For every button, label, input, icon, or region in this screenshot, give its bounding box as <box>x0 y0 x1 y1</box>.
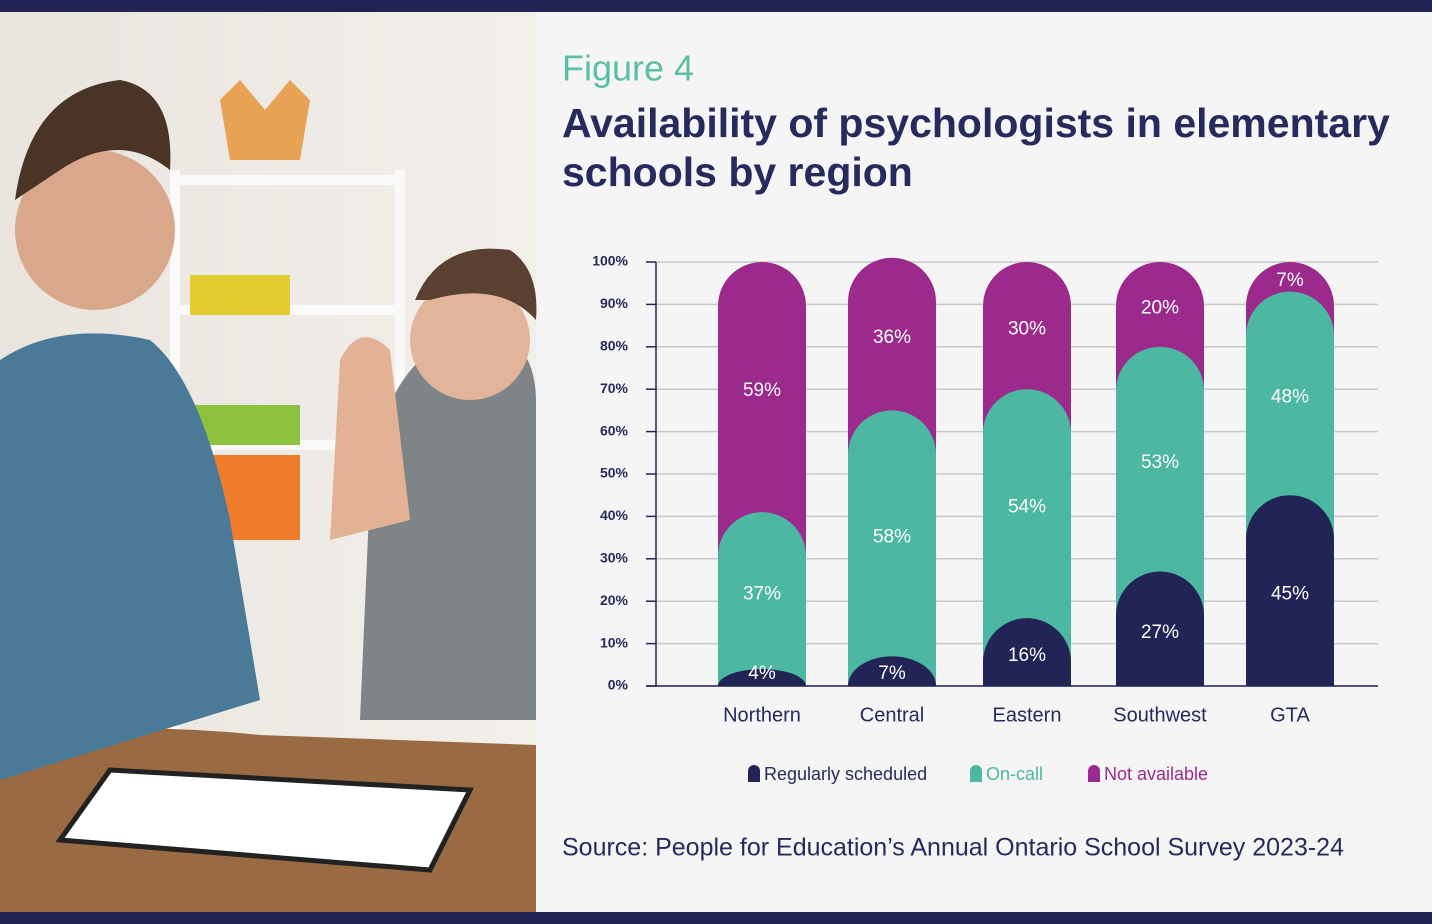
value-label: 16% <box>1008 645 1046 666</box>
value-label: 48% <box>1271 386 1309 407</box>
y-tick-label: 100% <box>592 253 628 269</box>
photo <box>0 12 537 912</box>
legend-swatch <box>1088 765 1100 782</box>
y-tick-label: 40% <box>600 507 629 523</box>
value-label: 53% <box>1141 452 1179 473</box>
legend-label: Not available <box>1104 764 1208 784</box>
bar-segment <box>983 389 1071 663</box>
bar-segment <box>1116 571 1204 686</box>
value-label: 30% <box>1008 319 1046 340</box>
value-label: 7% <box>1276 270 1304 291</box>
value-label: 27% <box>1141 622 1179 643</box>
y-tick-label: 10% <box>600 634 629 650</box>
bar-segment <box>718 512 806 686</box>
legend-label: Regularly scheduled <box>764 764 927 784</box>
y-tick-label: 70% <box>600 380 629 396</box>
x-tick-label: Central <box>860 704 924 726</box>
value-label: 54% <box>1008 497 1046 518</box>
value-label: 20% <box>1141 297 1179 318</box>
value-label: 7% <box>878 663 906 684</box>
bar-segment <box>983 262 1071 434</box>
top-band <box>0 0 1432 12</box>
bar-segment <box>1246 291 1334 540</box>
value-label: 58% <box>873 526 911 547</box>
y-tick-label: 30% <box>600 550 629 566</box>
bar-segment <box>983 618 1071 686</box>
value-label: 36% <box>873 327 911 348</box>
value-label: 37% <box>743 584 781 605</box>
bottom-band <box>0 912 1432 924</box>
legend-swatch <box>970 765 982 782</box>
value-label: 4% <box>748 663 776 684</box>
value-label: 45% <box>1271 584 1309 605</box>
bar-segment <box>1116 346 1204 616</box>
figure-label: Figure 4 <box>562 48 694 89</box>
x-tick-label: GTA <box>1270 704 1310 726</box>
x-tick-label: Southwest <box>1113 704 1207 726</box>
value-label: 59% <box>743 380 781 401</box>
y-tick-label: 20% <box>600 592 629 608</box>
y-tick-label: 80% <box>600 338 629 354</box>
x-tick-label: Eastern <box>993 704 1062 726</box>
legend-swatch <box>748 765 760 782</box>
x-tick-label: Northern <box>723 704 801 726</box>
bar-segment <box>1246 495 1334 686</box>
chart-title: Availability of psychologists in element… <box>562 100 1390 195</box>
bar-segment <box>848 257 936 455</box>
bar-segment <box>718 669 806 686</box>
bar-segment <box>848 410 936 686</box>
y-tick-label: 50% <box>600 465 629 481</box>
y-tick-label: 0% <box>608 677 629 693</box>
source: Source: People for Education’s Annual On… <box>562 834 1344 862</box>
y-tick-label: 60% <box>600 422 629 438</box>
legend-label: On-call <box>986 764 1043 784</box>
bar-segment <box>718 262 806 557</box>
y-tick-label: 90% <box>600 295 629 311</box>
bar-segment <box>848 656 936 686</box>
